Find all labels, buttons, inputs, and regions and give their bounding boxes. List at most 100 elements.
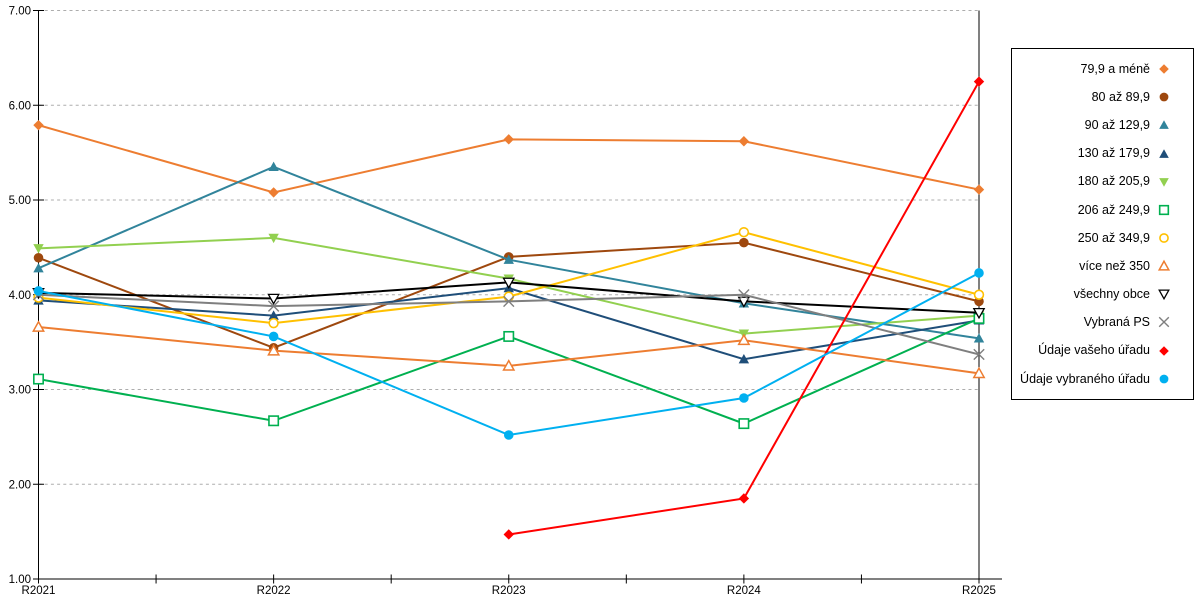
diamond-filled-marker	[973, 184, 985, 195]
legend-item-2: 90 až 129,9	[1012, 118, 1193, 132]
triangle-down-filled-marker	[1159, 177, 1169, 187]
triangle-up-open-marker	[972, 366, 986, 379]
square-open-marker	[33, 373, 44, 385]
triangle-up-filled-marker	[268, 310, 279, 320]
triangle-up-open-marker	[1157, 259, 1171, 271]
x-cross-marker	[503, 295, 515, 308]
legend-marker-icon	[1159, 345, 1169, 356]
diamond-filled-marker	[503, 134, 514, 145]
legend-label: 206 až 249,9	[1077, 202, 1150, 217]
triangle-down-open-marker	[972, 307, 986, 320]
y-axis-label: 4.00	[9, 290, 31, 302]
legend-marker-icon	[1159, 92, 1169, 102]
circle-filled-marker	[1159, 374, 1169, 384]
x-axis-label: R2025	[962, 585, 996, 597]
circle-filled-marker	[739, 237, 749, 248]
diamond-filled-marker	[33, 119, 44, 131]
legend-item-7: více než 350	[1012, 259, 1193, 273]
triangle-down-open-marker	[1158, 289, 1170, 301]
series-line-9	[38, 293, 980, 356]
legend-label: Vybraná PS	[1083, 315, 1150, 330]
circle-filled-marker	[739, 393, 749, 403]
circle-filled-marker	[268, 331, 279, 342]
triangle-down-open-marker	[267, 293, 280, 306]
triangle-up-open-marker	[267, 343, 281, 356]
square-open-marker	[738, 418, 750, 430]
circle-open-marker	[738, 226, 750, 238]
circle-open-marker	[1159, 233, 1169, 243]
diamond-filled-marker	[268, 187, 279, 198]
triangle-down-open-marker	[737, 296, 751, 308]
triangle-up-filled-marker	[33, 263, 44, 273]
y-axis-label: 6.00	[9, 100, 31, 112]
diamond-filled-marker	[1159, 345, 1169, 356]
diamond-filled-marker	[738, 493, 750, 504]
legend-marker-icon	[1159, 64, 1169, 74]
legend-item-11: Údaje vybraného úřadu	[1012, 372, 1193, 386]
triangle-up-open-marker	[502, 359, 516, 371]
legend-item-0: 79,9 a méně	[1012, 62, 1193, 76]
triangle-up-filled-marker	[738, 353, 750, 364]
x-axis-label: R2023	[492, 585, 526, 597]
circle-open-marker	[268, 317, 279, 329]
circle-filled-marker	[974, 268, 984, 278]
circle-filled-marker	[33, 286, 44, 296]
legend-label: Údaje vašeho úřadu	[1038, 343, 1150, 358]
triangle-down-filled-marker	[33, 244, 44, 254]
legend-label: všechny obce	[1073, 287, 1150, 302]
legend-label: Údaje vybraného úřadu	[1020, 371, 1150, 386]
y-axis-label: 3.00	[9, 385, 31, 397]
legend-marker-icon	[1158, 317, 1170, 328]
series-line-10	[508, 81, 980, 536]
legend-marker-icon	[1159, 233, 1169, 243]
legend-item-6: 250 až 349,9	[1012, 231, 1193, 245]
legend-item-3: 130 až 179,9	[1012, 147, 1193, 161]
legend-box: 79,9 a méně 80 až 89,9 90 až 129,9 130 až 1…	[1011, 48, 1194, 400]
circle-open-marker	[503, 291, 514, 302]
legend-item-10: Údaje vašeho úřadu	[1012, 344, 1193, 358]
diamond-filled-marker	[973, 76, 985, 87]
legend-marker-icon	[1158, 204, 1170, 215]
legend-marker-icon	[1159, 374, 1169, 384]
triangle-up-filled-marker	[268, 161, 279, 171]
legend-label: 250 až 349,9	[1077, 230, 1150, 245]
legend-marker-icon	[1157, 259, 1171, 271]
diamond-filled-marker	[738, 136, 750, 147]
x-axis-label: R2022	[257, 585, 291, 597]
legend-item-4: 180 až 205,9	[1012, 175, 1193, 189]
circle-filled-marker	[503, 430, 514, 440]
square-open-marker	[503, 330, 515, 342]
triangle-up-filled-marker	[503, 254, 514, 264]
x-cross-marker	[267, 300, 280, 312]
y-axis-label: 7.00	[9, 6, 31, 18]
y-axis-label: 1.00	[9, 574, 31, 586]
y-axis-label: 5.00	[9, 195, 31, 207]
circle-open-marker	[973, 289, 985, 300]
line-chart-plot: 1.00 2.00 3.00 4.00 5.00 6.00 7.00 R2021 R2022 R2…	[9, 6, 1002, 597]
square-open-marker	[1158, 204, 1170, 215]
diamond-filled-marker	[1159, 64, 1169, 74]
circle-filled-marker	[33, 253, 44, 263]
triangle-down-open-marker	[502, 277, 516, 289]
x-cross-marker	[1158, 317, 1170, 328]
triangle-up-filled-marker	[973, 333, 985, 343]
legend-marker-icon	[1159, 120, 1169, 130]
x-cross-marker	[973, 348, 985, 361]
legend-label: 90 až 129,9	[1084, 118, 1150, 133]
legend-label: 180 až 205,9	[1077, 174, 1150, 189]
x-cross-marker	[738, 289, 750, 301]
legend-label: více než 350	[1079, 258, 1150, 273]
square-open-marker	[268, 415, 280, 427]
triangle-up-filled-marker	[1159, 148, 1169, 158]
legend-item-8: všechny obce	[1012, 287, 1193, 301]
legend-marker-icon	[1159, 177, 1169, 187]
triangle-up-open-marker	[32, 320, 45, 332]
legend-marker-icon	[1159, 148, 1169, 158]
y-axis-label: 2.00	[9, 479, 31, 491]
legend-item-9: Vybraná PS	[1012, 315, 1193, 329]
triangle-up-open-marker	[737, 333, 751, 346]
legend-marker-icon	[1158, 289, 1170, 301]
triangle-down-filled-marker	[268, 233, 279, 244]
legend-label: 79,9 a méně	[1080, 61, 1151, 76]
